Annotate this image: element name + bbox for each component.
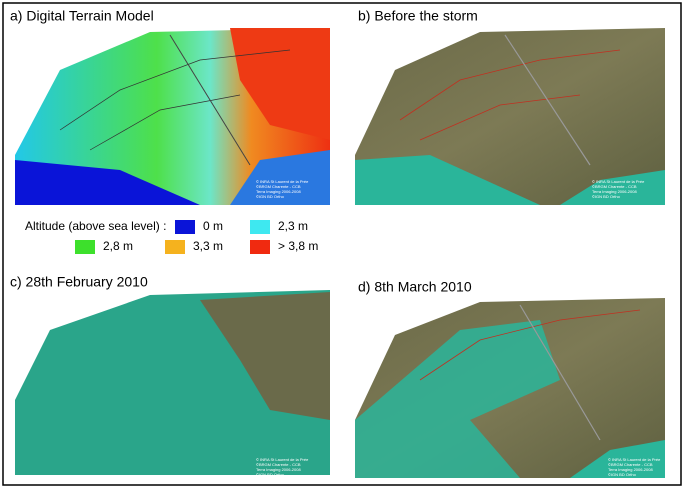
panel-d-image bbox=[355, 298, 665, 478]
panel-b-image bbox=[355, 28, 665, 205]
credit-line: Terra Imaging 2006-2008 bbox=[256, 189, 301, 194]
credit-line: ©IGN BD Ortho bbox=[256, 194, 285, 199]
legend-label: 2,3 m bbox=[278, 219, 308, 233]
credit-line: Terra Imaging 2006-2008 bbox=[592, 189, 637, 194]
credit-line: Terra Imaging 2006-2008 bbox=[256, 467, 301, 472]
credit-line: ©IGN BD Ortho bbox=[592, 194, 621, 199]
panel-a-image bbox=[15, 28, 330, 205]
credit-line: © INRA St Laurent de la Prée bbox=[256, 179, 309, 184]
legend-swatch bbox=[250, 220, 270, 234]
credit-line: ©BRGM Charente - CCB bbox=[256, 462, 301, 467]
legend-label: 3,3 m bbox=[193, 239, 223, 253]
credits: © INRA St Laurent de la Prée©BRGM Charen… bbox=[256, 179, 661, 477]
legend: 0 m 2,3 m 2,8 m 3,3 m > 3,8 m bbox=[75, 219, 318, 254]
credit-line: ©BRGM Charente - CCB bbox=[608, 462, 653, 467]
panel-title: c) 28th February 2010 bbox=[10, 274, 148, 290]
panel-c-image bbox=[15, 290, 330, 475]
legend-swatch bbox=[165, 240, 185, 254]
legend-title: Altitude (above sea level) : bbox=[25, 219, 166, 233]
panel-title: a) Digital Terrain Model bbox=[10, 8, 154, 24]
legend-label: > 3,8 m bbox=[278, 239, 318, 253]
credit-line: © INRA St Laurent de la Prée bbox=[256, 457, 309, 462]
legend-swatch bbox=[175, 220, 195, 234]
credit-line: ©BRGM Charente - CCB bbox=[256, 184, 301, 189]
credit-line: ©BRGM Charente - CCB bbox=[592, 184, 637, 189]
credit-line: © INRA St Laurent de la Prée bbox=[608, 457, 661, 462]
credit-line: ©IGN BD Ortho bbox=[608, 472, 637, 477]
panel-title: b) Before the storm bbox=[358, 8, 478, 24]
legend-swatch bbox=[250, 240, 270, 254]
credit-line: Terra Imaging 2006-2008 bbox=[608, 467, 653, 472]
panel-title: d) 8th March 2010 bbox=[358, 279, 472, 295]
legend-label: 2,8 m bbox=[103, 239, 133, 253]
credit-line: ©IGN BD Ortho bbox=[256, 472, 285, 477]
legend-swatch bbox=[75, 240, 95, 254]
legend-label: 0 m bbox=[203, 219, 223, 233]
credit-line: © INRA St Laurent de la Prée bbox=[592, 179, 645, 184]
